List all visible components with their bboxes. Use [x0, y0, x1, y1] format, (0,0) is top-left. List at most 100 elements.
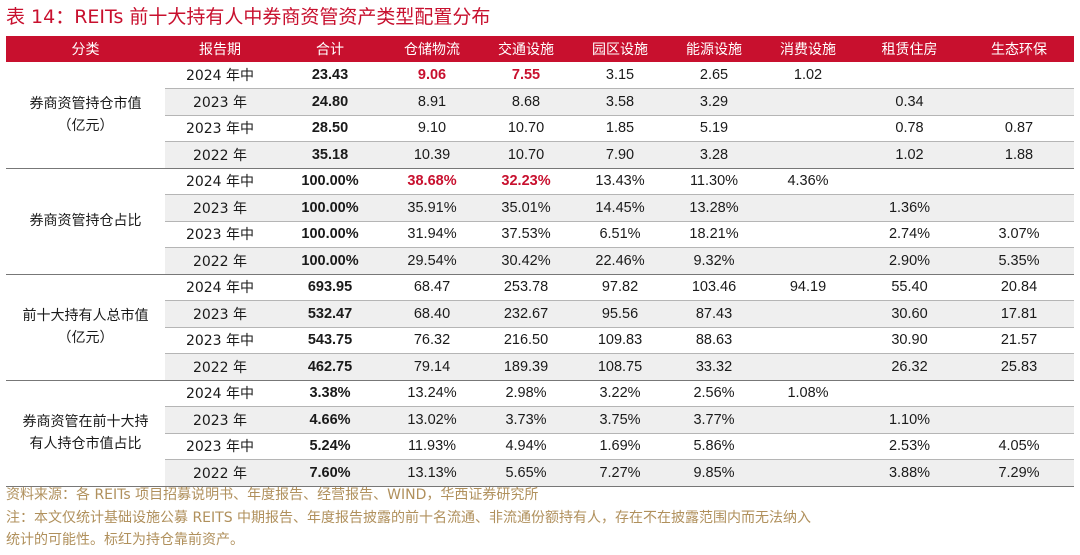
value-cell: 33.32: [667, 353, 761, 381]
value-cell: 2.56%: [667, 380, 761, 407]
value-cell: [855, 380, 964, 407]
total-cell: 100.00%: [275, 247, 385, 275]
value-cell: [964, 380, 1074, 407]
value-cell: 9.32%: [667, 247, 761, 275]
period-cell: 2022 年: [165, 353, 275, 381]
table-row: 2022 年 462.75 79.14 189.39 108.75 33.32 26.32 2…: [6, 353, 1074, 381]
value-cell: 4.94%: [479, 433, 573, 460]
table-row: 2023 年 100.00% 35.91% 35.01% 14.45% 13.28% 1.3…: [6, 194, 1074, 222]
table-row: 2023 年 532.47 68.40 232.67 95.56 87.43 30.60 17…: [6, 300, 1074, 328]
col-header-period: 报告期: [165, 36, 275, 62]
period-cell: 2023 年: [165, 406, 275, 434]
period-cell: 2022 年: [165, 141, 275, 169]
period-cell: 2022 年: [165, 459, 275, 487]
value-cell: 35.91%: [385, 194, 479, 222]
value-cell: [964, 194, 1074, 222]
col-header-energy: 能源设施: [667, 36, 761, 62]
table-row: 2022 年 7.60% 13.13% 5.65% 7.27% 9.85% 3.88% 7.2…: [6, 459, 1074, 487]
value-cell: 7.90: [573, 141, 667, 169]
total-cell: 543.75: [275, 327, 385, 354]
source-line: 资料来源：各 REITs 项目招募说明书、年度报告、经营报告、WIND，华西证券…: [6, 487, 539, 503]
value-cell: 1.02: [855, 141, 964, 169]
value-cell: 1.85: [573, 115, 667, 142]
col-header-warehouse-logistics: 仓储物流: [385, 36, 479, 62]
value-cell: [855, 168, 964, 195]
value-cell: 2.98%: [479, 380, 573, 407]
value-cell: 1.02: [761, 62, 855, 89]
total-cell: 100.00%: [275, 194, 385, 222]
value-cell: 108.75: [573, 353, 667, 381]
value-cell: 4.36%: [761, 168, 855, 195]
table-row: 2022 年 35.18 10.39 10.70 7.90 3.28 1.02 1.88: [6, 141, 1074, 169]
value-cell: 20.84: [964, 274, 1074, 301]
col-header-eco-environment: 生态环保: [964, 36, 1074, 62]
table-header: 分类 报告期 合计 仓储物流 交通设施 园区设施 能源设施 消费设施 租赁住房 …: [6, 36, 1074, 62]
period-cell: 2023 年: [165, 88, 275, 116]
value-cell: 5.65%: [479, 459, 573, 487]
category-cell: 券商资管持仓市值 （亿元）: [6, 62, 165, 169]
category-cell: 券商资管持仓占比: [6, 168, 165, 275]
value-cell: [761, 353, 855, 381]
note-line-2: 统计的可能性。标红为持仓靠前资产。: [6, 532, 244, 548]
total-cell: 100.00%: [275, 221, 385, 248]
table-row: 2023 年 4.66% 13.02% 3.73% 3.75% 3.77% 1.10%: [6, 406, 1074, 434]
value-cell: 3.22%: [573, 380, 667, 407]
total-cell: 23.43: [275, 62, 385, 89]
value-cell: 11.30%: [667, 168, 761, 195]
value-cell: [761, 433, 855, 460]
value-cell: 0.34: [855, 88, 964, 116]
category-cell: 前十大持有人总市值 （亿元）: [6, 274, 165, 381]
value-cell: 18.21%: [667, 221, 761, 248]
value-cell: 30.90: [855, 327, 964, 354]
total-cell: 7.60%: [275, 459, 385, 487]
value-cell: 3.73%: [479, 406, 573, 434]
value-cell: 79.14: [385, 353, 479, 381]
table-row: 2023 年中 543.75 76.32 216.50 109.83 88.63 30.90…: [6, 327, 1074, 354]
reits-allocation-table: 分类 报告期 合计 仓储物流 交通设施 园区设施 能源设施 消费设施 租赁住房 …: [6, 36, 1074, 487]
total-cell: 100.00%: [275, 168, 385, 195]
table-row: 2023 年中 28.50 9.10 10.70 1.85 5.19 0.78 0.87: [6, 115, 1074, 142]
total-cell: 24.80: [275, 88, 385, 116]
value-cell: 0.78: [855, 115, 964, 142]
period-cell: 2024 年中: [165, 274, 275, 301]
value-cell: 216.50: [479, 327, 573, 354]
value-cell: [761, 141, 855, 169]
period-cell: 2024 年中: [165, 62, 275, 89]
period-cell: 2023 年中: [165, 433, 275, 460]
value-cell: [761, 300, 855, 328]
value-cell: 7.27%: [573, 459, 667, 487]
period-cell: 2024 年中: [165, 380, 275, 407]
value-cell: 13.24%: [385, 380, 479, 407]
value-cell: 29.54%: [385, 247, 479, 275]
value-cell: 13.28%: [667, 194, 761, 222]
value-cell: [964, 406, 1074, 434]
value-cell: 5.19: [667, 115, 761, 142]
value-cell: 6.51%: [573, 221, 667, 248]
value-cell: 95.56: [573, 300, 667, 328]
value-cell: [761, 327, 855, 354]
value-cell: 25.83: [964, 353, 1074, 381]
table-row: 2023 年 24.80 8.91 8.68 3.58 3.29 0.34: [6, 88, 1074, 116]
value-cell: 13.02%: [385, 406, 479, 434]
table-row: 券商资管持仓占比 2024 年中 100.00% 38.68% 32.23% 13.43%…: [6, 168, 1074, 275]
value-cell: 3.77%: [667, 406, 761, 434]
value-cell: 9.10: [385, 115, 479, 142]
value-cell: [855, 62, 964, 89]
value-cell: 2.90%: [855, 247, 964, 275]
value-cell: [761, 194, 855, 222]
value-cell: 5.86%: [667, 433, 761, 460]
value-cell: 21.57: [964, 327, 1074, 354]
value-cell: 8.68: [479, 88, 573, 116]
value-cell: 3.15: [573, 62, 667, 89]
value-cell: [761, 459, 855, 487]
col-header-industrial-park: 园区设施: [573, 36, 667, 62]
table-row: 前十大持有人总市值 （亿元） 2024 年中 693.95 68.47 253.78 97…: [6, 274, 1074, 381]
category-cell: 券商资管在前十大持 有人持仓市值占比: [6, 380, 165, 487]
header-row: 分类 报告期 合计 仓储物流 交通设施 园区设施 能源设施 消费设施 租赁住房 …: [6, 36, 1074, 62]
period-cell: 2023 年中: [165, 327, 275, 354]
total-cell: 28.50: [275, 115, 385, 142]
value-cell: 3.88%: [855, 459, 964, 487]
value-cell: 109.83: [573, 327, 667, 354]
value-cell: 76.32: [385, 327, 479, 354]
period-cell: 2023 年中: [165, 221, 275, 248]
